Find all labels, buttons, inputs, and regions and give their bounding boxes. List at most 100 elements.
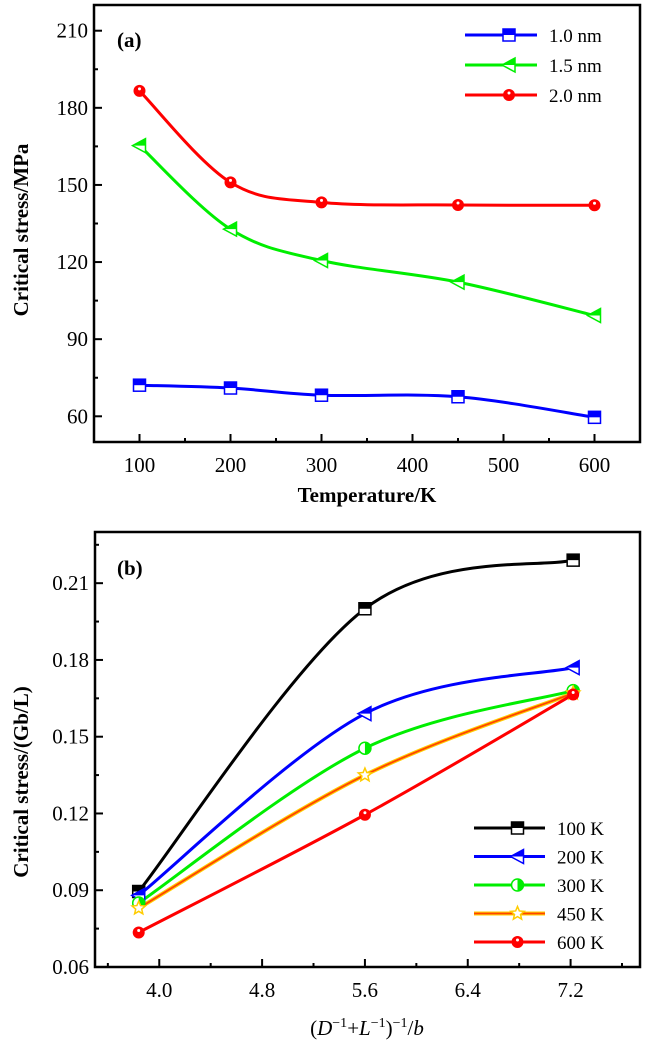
legend-label: 300 K — [557, 876, 604, 897]
x-tick-label: 100 — [124, 453, 156, 477]
legend-item-1-0-nm: 1.0 nm — [465, 26, 602, 47]
data-point-2-0-nm — [224, 176, 237, 189]
legend-label: 100 K — [557, 819, 604, 840]
legend-marker-1-5-nm — [500, 56, 516, 74]
data-point-2-0-nm — [133, 84, 146, 97]
data-point-600-k — [567, 688, 580, 701]
legend-item-300-k: 300 K — [474, 876, 604, 897]
data-point-1-0-nm — [132, 378, 147, 392]
series-line-100-k — [137, 558, 574, 893]
legend-a: 1.0 nm 1.5 nm 2.0 nm — [465, 26, 602, 107]
series-lines-a — [138, 89, 595, 419]
y-tick-label: 0.21 — [52, 571, 89, 595]
series-lines-b — [137, 558, 574, 934]
data-point-1-5-nm — [449, 273, 465, 291]
data-point-2-0-nm — [452, 198, 464, 211]
legend-marker-1-0-nm — [502, 28, 516, 42]
data-point-100-k — [358, 602, 372, 616]
x-axis-title-part: L — [358, 1016, 371, 1040]
axis-ticks-a: 100 200 300 400 500 600 60 90 120 150 180 210 — [57, 19, 641, 477]
x-tick-label: 4.8 — [249, 978, 275, 1002]
legend-label: 2.0 nm — [549, 86, 602, 107]
x-tick-label: 4.0 — [146, 978, 172, 1002]
data-point-1-5-nm — [585, 307, 602, 324]
y-tick-label: 0.09 — [52, 878, 89, 902]
x-axis-title-part: ( — [310, 1016, 317, 1040]
legend-marker-450-k — [508, 904, 527, 921]
y-axis-title-b: Critical stress/(Gb/L) — [9, 686, 33, 878]
legend-item-450-k: 450 K — [474, 905, 604, 926]
data-point-200-k — [356, 705, 372, 722]
x-axis-title-part: −1 — [332, 1016, 347, 1031]
legend-label: 450 K — [557, 905, 604, 926]
y-tick-label: 90 — [67, 327, 88, 351]
data-point-600-k — [358, 808, 371, 821]
legend-marker-100-k — [510, 821, 525, 835]
data-point-1-0-nm — [451, 390, 465, 404]
data-point-300-k — [358, 741, 372, 755]
legend-marker-600-k — [511, 936, 524, 948]
legend-label: 1.5 nm — [549, 56, 602, 77]
x-axis-title-b: (D−1+L−1)−1/b — [310, 1016, 424, 1040]
data-point-1-5-nm — [130, 137, 147, 154]
y-tick-label: 210 — [57, 19, 89, 43]
y-tick-label: 0.12 — [52, 801, 89, 825]
x-axis-title-part: b — [413, 1016, 424, 1040]
axis-ticks-b: 4.0 4.8 5.6 6.4 7.2 0.06 0.09 0.12 0.15 0.18 0.21 — [52, 543, 624, 1002]
panel-b: 4.0 4.8 5.6 6.4 7.20.060.090.120.150.180.21 … — [9, 530, 642, 1040]
series-line-1-5-nm — [138, 144, 595, 317]
data-point-100-k — [566, 553, 580, 567]
x-tick-label: 300 — [306, 453, 338, 477]
series-line-200-k — [137, 666, 574, 897]
legend-b: 100 K 200 K 300 K 450 K 600 K — [474, 819, 604, 954]
y-tick-label: 0.06 — [52, 955, 89, 979]
data-point-200-k — [564, 659, 580, 676]
x-tick-label: 7.2 — [557, 978, 583, 1002]
x-axis-title-part: + — [347, 1016, 359, 1040]
x-axis-title-part: −1 — [393, 1016, 408, 1031]
data-point-1-0-nm — [587, 410, 602, 425]
legend-marker-300-k — [510, 878, 525, 892]
data-point-1-5-nm — [221, 220, 238, 238]
x-tick-label: 6.4 — [455, 978, 482, 1002]
legend-item-1-5-nm: 1.5 nm — [465, 56, 602, 77]
series-line-300-k — [137, 689, 574, 905]
x-tick-label: 600 — [579, 453, 611, 477]
x-axis-title-part: ) — [386, 1016, 393, 1040]
x-axis-title-part: −1 — [371, 1016, 386, 1031]
x-axis-title-part: D — [316, 1016, 332, 1040]
y-tick-label: 0.18 — [52, 648, 89, 672]
legend-item-600-k: 600 K — [474, 933, 604, 954]
y-tick-label: 60 — [67, 404, 88, 428]
x-tick-label: 500 — [488, 453, 520, 477]
legend-label: 1.0 nm — [549, 26, 602, 47]
legend-label: 600 K — [557, 933, 604, 954]
data-point-450-k — [356, 766, 374, 783]
data-point-1-5-nm — [312, 252, 329, 269]
legend-label: 200 K — [557, 848, 604, 869]
x-axis-title-a: Temperature/K — [298, 483, 437, 507]
series-line-600-k — [138, 693, 574, 934]
y-tick-label: 0.15 — [52, 725, 89, 749]
data-point-1-0-nm — [314, 388, 329, 402]
legend-item-200-k: 200 K — [474, 848, 604, 869]
plot-frame-b — [93, 530, 642, 969]
y-tick-label: 180 — [57, 96, 89, 120]
series-markers-a — [130, 84, 602, 425]
y-axis-title-a: Critical stress/MPa — [9, 143, 33, 316]
legend-marker-200-k — [508, 848, 525, 865]
data-point-600-k — [132, 926, 145, 939]
series-line-2-0-nm — [138, 89, 595, 207]
data-point-450-k — [130, 899, 148, 916]
legend-marker-2-0-nm — [503, 89, 515, 101]
panel-label-a: (a) — [117, 28, 142, 52]
y-tick-label: 120 — [57, 250, 89, 274]
x-tick-label: 200 — [215, 453, 247, 477]
series-markers-b — [130, 553, 582, 939]
legend-item-100-k: 100 K — [474, 819, 604, 840]
data-point-1-0-nm — [223, 381, 238, 395]
y-tick-label: 150 — [57, 173, 89, 197]
x-tick-label: 400 — [397, 453, 429, 477]
data-point-2-0-nm — [315, 196, 328, 209]
